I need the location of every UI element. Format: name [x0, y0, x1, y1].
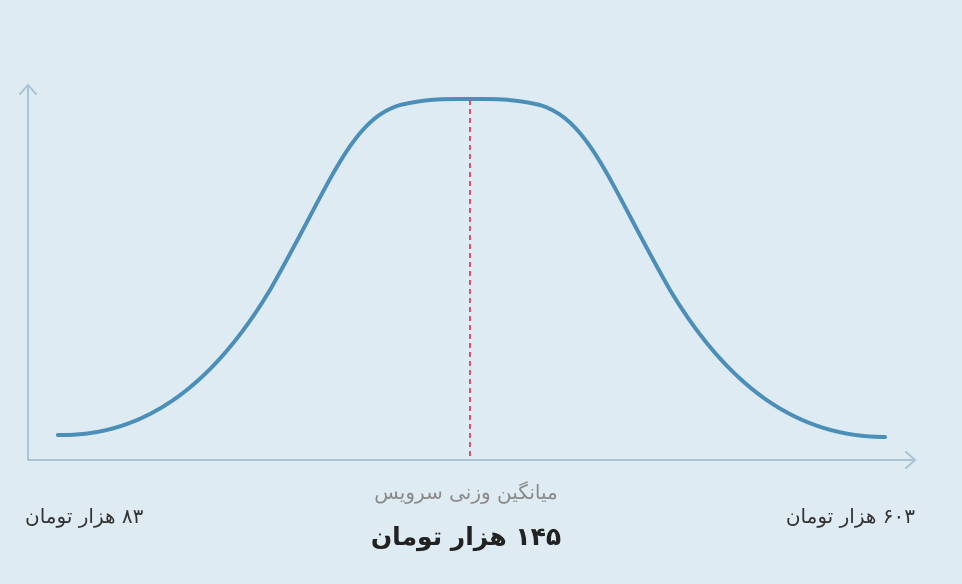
axes — [19, 83, 917, 469]
max-label: ۶۰۳ هزار تومان — [785, 504, 915, 528]
x-axis-arrow — [905, 451, 917, 469]
min-label: ۸۳ هزار تومان — [25, 504, 144, 528]
mean-caption: میانگین وزنی سرویس — [374, 480, 558, 504]
y-axis-arrow — [19, 83, 37, 95]
bell-curve — [56, 96, 887, 439]
mean-value: ۱۴۵ هزار تومان — [370, 522, 562, 551]
